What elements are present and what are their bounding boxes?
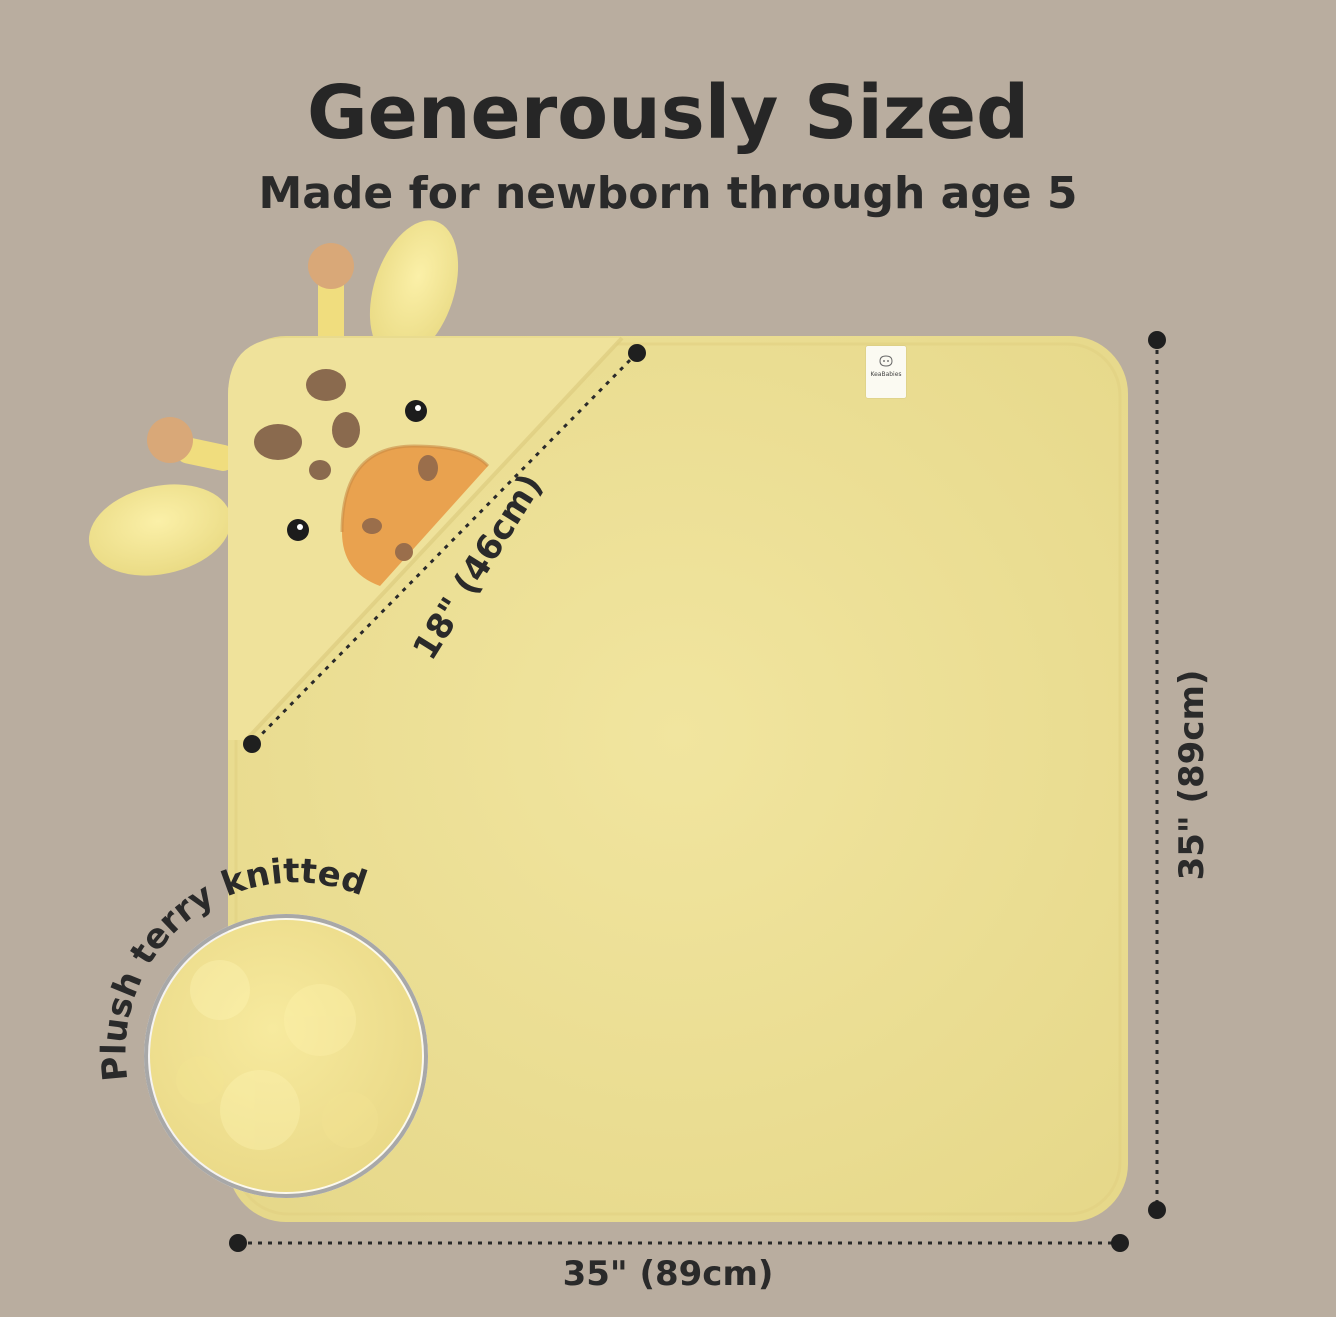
height-dimension-line [1148, 331, 1166, 1219]
hood [228, 338, 622, 740]
headline: Generously Sized [306, 70, 1030, 156]
giraffe-face [254, 369, 490, 586]
brand-logo-icon [879, 355, 893, 367]
brand-tag-text: KeaBabies [870, 371, 902, 378]
giraffe-ear-left [88, 484, 232, 576]
towel [228, 336, 1128, 1222]
texture-swatch [144, 914, 428, 1198]
giraffe-horn-top [308, 243, 354, 348]
giraffe-horn-left [147, 417, 236, 471]
width-dimension-line [229, 1234, 1129, 1252]
brand-tag: KeaBabies [866, 346, 906, 398]
height-dimension-label: 35" (89cm) [1172, 669, 1212, 881]
giraffe-ear-top [369, 220, 459, 360]
subheadline: Made for newborn through age 5 [258, 168, 1078, 219]
hood-dimension-line [243, 344, 646, 753]
width-dimension-label: 35" (89cm) [562, 1254, 774, 1294]
